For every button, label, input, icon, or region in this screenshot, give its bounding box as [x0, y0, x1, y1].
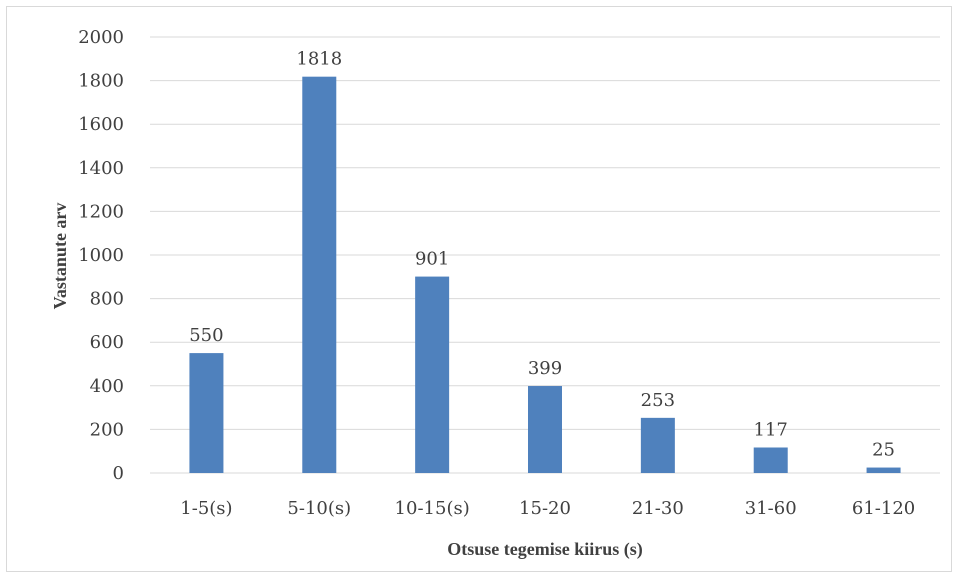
- bar: [640, 417, 675, 473]
- y-tick-label: 1000: [78, 245, 124, 266]
- y-tick-label: 1200: [78, 201, 124, 222]
- bars: [189, 76, 901, 474]
- bar: [302, 76, 337, 474]
- y-tick-label: 600: [90, 332, 124, 353]
- bar: [753, 447, 788, 473]
- x-axis-ticks: 1-5(s) 5-10(s) 10-15(s) 15-20 21-30 31-60 61-1…: [180, 498, 915, 519]
- x-tick-label: 61-120: [852, 498, 915, 519]
- bar: [189, 353, 224, 473]
- y-tick-label: 1400: [78, 158, 124, 179]
- data-label: 399: [528, 358, 562, 379]
- y-tick-label: 2000: [78, 27, 124, 48]
- y-tick-label: 0: [113, 463, 124, 484]
- x-tick-label: 5-10(s): [287, 498, 351, 519]
- y-axis-title: Vastanute arv: [50, 203, 70, 310]
- bar: [866, 467, 901, 473]
- y-tick-label: 800: [90, 289, 124, 310]
- x-axis-title: Otsuse tegemise kiirus (s): [447, 539, 642, 560]
- data-label: 253: [641, 390, 675, 411]
- gridlines: [150, 36, 940, 474]
- y-tick-label: 200: [90, 419, 124, 440]
- data-label: 25: [872, 440, 895, 461]
- data-label: 901: [415, 249, 449, 270]
- x-tick-label: 10-15(s): [395, 498, 470, 519]
- chart-frame: [6, 6, 952, 572]
- x-tick-label: 21-30: [632, 498, 684, 519]
- bar: [415, 276, 450, 473]
- y-tick-label: 1800: [78, 71, 124, 92]
- data-label: 117: [754, 419, 788, 440]
- x-tick-label: 1-5(s): [180, 498, 232, 519]
- y-tick-label: 400: [90, 376, 124, 397]
- x-tick-label: 15-20: [519, 498, 571, 519]
- bar: [528, 386, 562, 473]
- y-tick-label: 1600: [78, 114, 124, 135]
- x-tick-label: 31-60: [745, 498, 797, 519]
- y-axis-ticks: 0 200 400 600 800 1000 1200 1400 1600 1800 2000: [78, 27, 124, 484]
- data-label: 1818: [296, 49, 342, 70]
- data-label: 550: [189, 325, 223, 346]
- data-labels: 550 1818 901 399 253 117 25: [189, 49, 895, 461]
